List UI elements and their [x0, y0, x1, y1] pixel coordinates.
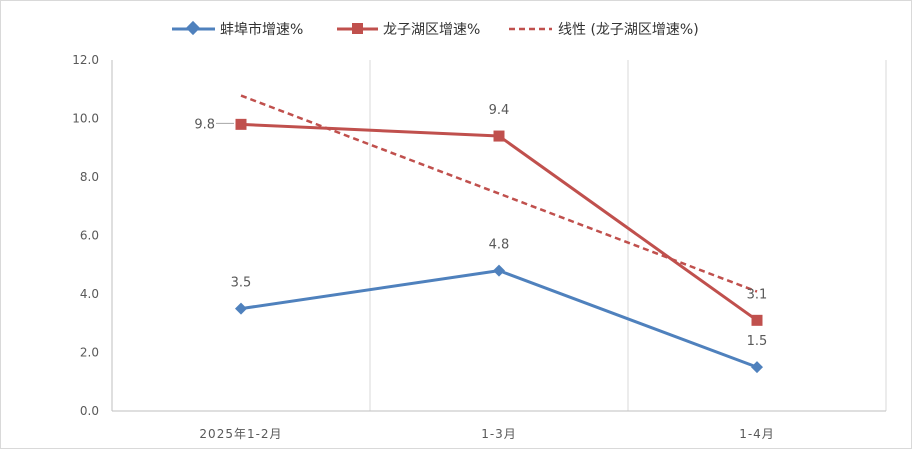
x-axis-ticks: 2025年1-2月 1-3月 1-4月 [199, 427, 775, 441]
series-2-point [235, 118, 247, 130]
data-label-series-1: 3.5 [231, 276, 252, 291]
trendline-series-2 [240, 94, 758, 293]
series-2-point [751, 314, 763, 326]
y-tick-label: 2.0 [80, 346, 99, 360]
data-label-series-2: 9.8 [194, 117, 215, 132]
series-line-2 [240, 122, 758, 322]
data-labels: 3.5 4.8 1.5 9.8 9.4 3.1 [194, 103, 767, 349]
legend-label-series-2: 龙子湖区增速% [383, 22, 480, 38]
x-tick-label: 1-3月 [481, 427, 517, 441]
data-label-series-1: 1.5 [747, 334, 768, 349]
legend: 蚌埠市增速% 龙子湖区增速% 线性 (龙子湖区增速%) [172, 20, 699, 38]
legend-label-trendline: 线性 (龙子湖区增速%) [558, 22, 699, 38]
y-tick-label: 12.0 [72, 53, 99, 67]
data-label-series-2: 3.1 [747, 287, 768, 302]
y-tick-label: 6.0 [80, 229, 99, 243]
series-layer [235, 118, 763, 374]
axes [111, 60, 886, 412]
legend-label-series-1: 蚌埠市增速% [220, 21, 303, 38]
legend-item-series-1: 蚌埠市增速% [172, 20, 303, 38]
x-tick-label: 2025年1-2月 [199, 427, 282, 441]
series-1-point [493, 264, 505, 277]
legend-item-series-2: 龙子湖区增速% [337, 22, 480, 38]
y-axis-ticks: 0.0 2.0 4.0 6.0 8.0 10.0 12.0 [72, 53, 99, 418]
trendline-layer [240, 94, 758, 293]
y-tick-label: 8.0 [80, 170, 99, 184]
data-label-series-1: 4.8 [489, 238, 510, 253]
x-tick-label: 1-4月 [739, 427, 775, 441]
y-tick-label: 0.0 [80, 404, 99, 418]
series-1-point [235, 302, 247, 315]
data-label-series-2: 9.4 [489, 103, 510, 118]
legend-item-trendline: 线性 (龙子湖区增速%) [509, 22, 699, 38]
series-1-point [751, 361, 763, 374]
series-2-point [493, 130, 505, 142]
y-tick-label: 10.0 [72, 112, 99, 126]
y-tick-label: 4.0 [80, 287, 99, 301]
series-line-1 [240, 269, 758, 369]
grid [369, 60, 887, 411]
